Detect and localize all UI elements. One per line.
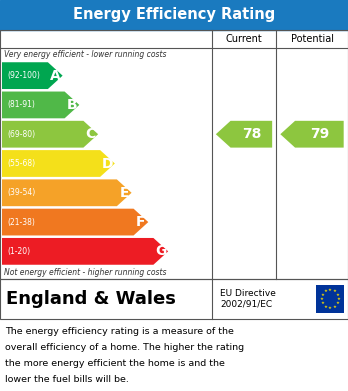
Bar [316, 285, 344, 313]
Text: ★: ★ [321, 292, 324, 297]
Text: F: F [136, 215, 146, 229]
Text: overall efficiency of a home. The higher the rating: overall efficiency of a home. The higher… [5, 343, 244, 352]
Polygon shape [280, 121, 344, 148]
Text: Potential: Potential [291, 34, 333, 44]
Text: ★: ★ [321, 301, 324, 305]
Bar [0, 30, 348, 279]
Text: ★: ★ [328, 288, 332, 292]
Text: ★: ★ [328, 306, 332, 310]
Text: Energy Efficiency Rating: Energy Efficiency Rating [73, 7, 275, 23]
Text: Not energy efficient - higher running costs: Not energy efficient - higher running co… [4, 268, 166, 277]
Text: (55-68): (55-68) [7, 159, 35, 168]
Text: lower the fuel bills will be.: lower the fuel bills will be. [5, 375, 129, 384]
Text: G: G [155, 244, 166, 258]
Text: Current: Current [226, 34, 262, 44]
Text: ★: ★ [337, 297, 341, 301]
Text: 2002/91/EC: 2002/91/EC [220, 300, 272, 308]
Text: A: A [50, 69, 61, 83]
Text: (1-20): (1-20) [7, 247, 30, 256]
Polygon shape [2, 62, 63, 89]
Text: England & Wales: England & Wales [6, 290, 176, 308]
Polygon shape [2, 179, 132, 206]
Text: ★: ★ [332, 305, 336, 308]
Text: ★: ★ [324, 289, 327, 294]
Polygon shape [2, 121, 98, 148]
Polygon shape [2, 150, 115, 177]
Text: the more energy efficient the home is and the: the more energy efficient the home is an… [5, 359, 225, 368]
Text: (92-100): (92-100) [7, 71, 40, 80]
Text: ★: ★ [332, 289, 336, 294]
Text: ★: ★ [335, 301, 339, 305]
Text: ★: ★ [319, 297, 323, 301]
Polygon shape [2, 209, 148, 235]
Polygon shape [2, 91, 79, 118]
Text: ★: ★ [335, 292, 339, 297]
Text: ★: ★ [324, 305, 327, 308]
Text: (69-80): (69-80) [7, 130, 35, 139]
Text: (39-54): (39-54) [7, 188, 35, 197]
Polygon shape [216, 121, 272, 148]
Text: 79: 79 [310, 127, 329, 141]
Text: E: E [119, 186, 129, 200]
Text: (21-38): (21-38) [7, 217, 35, 226]
Text: EU Directive: EU Directive [220, 289, 276, 298]
Bar [0, 279, 348, 319]
Text: C: C [86, 127, 96, 141]
Text: The energy efficiency rating is a measure of the: The energy efficiency rating is a measur… [5, 327, 234, 336]
Text: D: D [102, 156, 113, 170]
Text: (81-91): (81-91) [7, 100, 35, 109]
Polygon shape [2, 238, 168, 265]
Text: B: B [67, 98, 77, 112]
Bar [0, 0, 348, 30]
Text: 78: 78 [242, 127, 261, 141]
Text: Very energy efficient - lower running costs: Very energy efficient - lower running co… [4, 50, 166, 59]
